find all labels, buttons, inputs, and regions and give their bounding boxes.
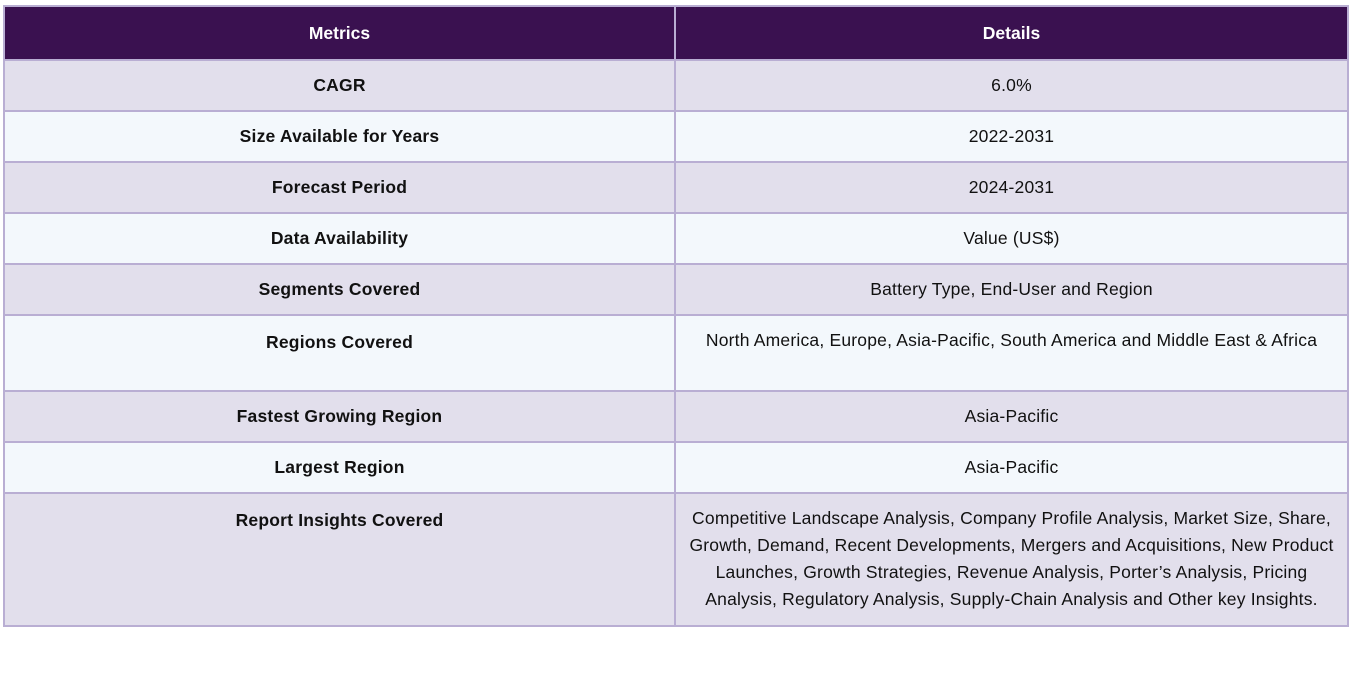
- metric-cagr: CAGR: [3, 59, 676, 112]
- table-row: Forecast Period 2024-2031: [3, 161, 1349, 214]
- details-forecast-period: 2024-2031: [674, 161, 1349, 214]
- metric-data-availability: Data Availability: [3, 212, 676, 265]
- table-row: CAGR 6.0%: [3, 59, 1349, 112]
- header-details: Details: [674, 5, 1349, 61]
- details-fastest-growing-region: Asia-Pacific: [674, 390, 1349, 443]
- metric-size-available: Size Available for Years: [3, 110, 676, 163]
- metrics-table: Metrics Details CAGR 6.0% Size Available…: [3, 5, 1349, 627]
- details-report-insights: Competitive Landscape Analysis, Company …: [674, 492, 1349, 627]
- metric-forecast-period: Forecast Period: [3, 161, 676, 214]
- details-cagr: 6.0%: [674, 59, 1349, 112]
- table-row: Regions Covered North America, Europe, A…: [3, 314, 1349, 392]
- table-row: Segments Covered Battery Type, End-User …: [3, 263, 1349, 316]
- table-row: Largest Region Asia-Pacific: [3, 441, 1349, 494]
- metric-report-insights: Report Insights Covered: [3, 492, 676, 627]
- details-data-availability: Value (US$): [674, 212, 1349, 265]
- details-size-available: 2022-2031: [674, 110, 1349, 163]
- table-row: Report Insights Covered Competitive Land…: [3, 492, 1349, 627]
- details-regions-covered: North America, Europe, Asia-Pacific, Sou…: [674, 314, 1349, 392]
- metric-regions-covered: Regions Covered: [3, 314, 676, 392]
- metrics-table-container: Metrics Details CAGR 6.0% Size Available…: [3, 5, 1349, 627]
- table-header-row: Metrics Details: [3, 5, 1349, 61]
- table-row: Size Available for Years 2022-2031: [3, 110, 1349, 163]
- metric-largest-region: Largest Region: [3, 441, 676, 494]
- details-segments-covered: Battery Type, End-User and Region: [674, 263, 1349, 316]
- details-largest-region: Asia-Pacific: [674, 441, 1349, 494]
- table-row: Data Availability Value (US$): [3, 212, 1349, 265]
- metric-fastest-growing-region: Fastest Growing Region: [3, 390, 676, 443]
- table-row: Fastest Growing Region Asia-Pacific: [3, 390, 1349, 443]
- header-metrics: Metrics: [3, 5, 676, 61]
- metric-segments-covered: Segments Covered: [3, 263, 676, 316]
